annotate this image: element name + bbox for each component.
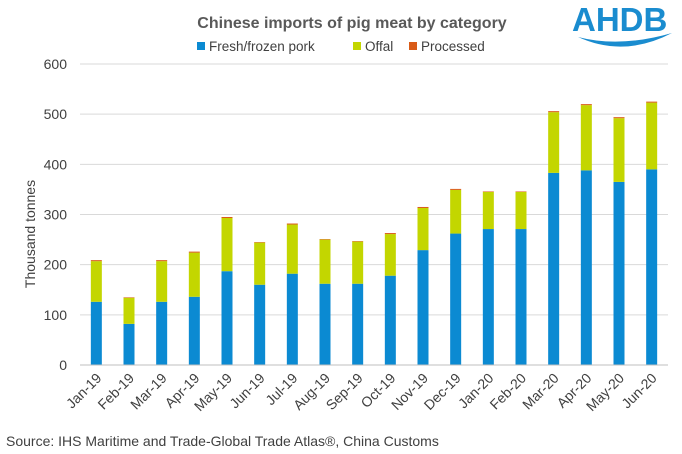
- x-tick-label: Jun-19: [226, 370, 268, 412]
- bar-segment-2: [90, 261, 102, 302]
- legend-swatch: [353, 42, 361, 50]
- bar-segment-3: [123, 297, 135, 298]
- bar-segment-2: [548, 112, 560, 173]
- bar-segment-1: [613, 181, 625, 365]
- bar-segment-1: [254, 284, 266, 365]
- bar-segment-1: [221, 271, 233, 365]
- bar-segment-3: [482, 191, 494, 192]
- bar-segment-3: [548, 111, 560, 113]
- bar-segment-2: [319, 239, 331, 284]
- y-tick-label: 100: [44, 307, 68, 323]
- x-tick-label: Dec-19: [421, 370, 464, 413]
- legend-swatch: [409, 42, 417, 50]
- y-axis-label: Thousand tonnes: [22, 180, 38, 288]
- gridlines: [80, 63, 668, 316]
- legend-label: Fresh/frozen pork: [209, 39, 315, 54]
- bar-segment-2: [254, 242, 266, 285]
- bar-segment-3: [384, 233, 396, 235]
- bar-segment-3: [646, 101, 658, 103]
- bar-segment-1: [90, 301, 102, 365]
- bar-segment-3: [221, 217, 233, 219]
- bar-segment-3: [352, 241, 364, 242]
- legend-label: Processed: [421, 39, 485, 54]
- bar-segment-3: [90, 260, 102, 262]
- bar-segment-3: [613, 117, 625, 119]
- x-tick-label: Sep-19: [323, 370, 366, 413]
- bar-segment-1: [123, 323, 135, 365]
- legend-swatch: [197, 42, 205, 50]
- bar-segment-1: [548, 172, 560, 365]
- y-tick-label: 300: [44, 207, 68, 223]
- y-tick-label: 400: [44, 156, 68, 172]
- logo-swoosh: [578, 33, 672, 47]
- bar-segment-1: [156, 301, 168, 365]
- bar-segment-2: [482, 191, 494, 230]
- x-tick-label: Jun-20: [618, 370, 660, 412]
- bar-segment-2: [613, 118, 625, 182]
- bar-segment-2: [123, 297, 135, 324]
- bar-segment-2: [352, 241, 364, 284]
- bar-segment-2: [286, 224, 298, 274]
- legend: Fresh/frozen pork Offal Processed: [197, 39, 485, 54]
- bar-segment-1: [646, 169, 658, 365]
- x-tick-label: Mar-19: [127, 370, 170, 413]
- bar-segment-3: [580, 104, 592, 106]
- y-tick-label: 600: [44, 56, 68, 72]
- bar-segment-3: [515, 191, 527, 192]
- bar-segment-1: [515, 229, 527, 365]
- bar-segment-2: [646, 102, 658, 170]
- bar-segment-1: [417, 250, 429, 365]
- bar-segment-3: [286, 223, 298, 225]
- bar-segment-1: [450, 233, 462, 365]
- bar-segment-2: [156, 261, 168, 302]
- y-tick-label: 500: [44, 106, 68, 122]
- bar-segment-3: [156, 260, 168, 262]
- bar-segment-1: [384, 275, 396, 365]
- bar-segment-1: [286, 273, 298, 365]
- y-tick-label: 0: [59, 357, 67, 373]
- bar-segment-1: [580, 170, 592, 365]
- x-axis-ticks: Jan-19Feb-19Mar-19Apr-19May-19Jun-19Jul-…: [63, 370, 660, 414]
- bar-segment-3: [319, 239, 331, 240]
- bar-segment-2: [580, 105, 592, 171]
- bars: [90, 101, 658, 365]
- bar-segment-3: [450, 188, 462, 190]
- chart-title: Chinese imports of pig meat by category: [197, 15, 507, 32]
- y-axis-ticks: 0 100 200 300 400 500 600: [44, 56, 68, 373]
- bar-segment-3: [188, 251, 200, 253]
- bar-segment-2: [188, 252, 200, 297]
- bar-segment-2: [515, 191, 527, 230]
- bar-segment-1: [482, 229, 494, 365]
- x-tick-label: Mar-20: [519, 370, 562, 413]
- bar-segment-3: [254, 242, 266, 243]
- source-note: Source: IHS Maritime and Trade-Global Tr…: [6, 433, 439, 449]
- y-tick-label: 200: [44, 257, 68, 273]
- bar-segment-1: [319, 283, 331, 365]
- bar-segment-2: [417, 207, 429, 251]
- bar-segment-1: [188, 296, 200, 365]
- bar-segment-1: [352, 283, 364, 365]
- ahdb-logo: AHDB: [572, 1, 672, 47]
- bar-segment-3: [417, 206, 429, 208]
- bar-segment-2: [450, 189, 462, 234]
- bar-segment-2: [384, 234, 396, 276]
- logo-text: AHDB: [572, 1, 667, 38]
- bar-segment-2: [221, 218, 233, 272]
- legend-label: Offal: [365, 39, 393, 54]
